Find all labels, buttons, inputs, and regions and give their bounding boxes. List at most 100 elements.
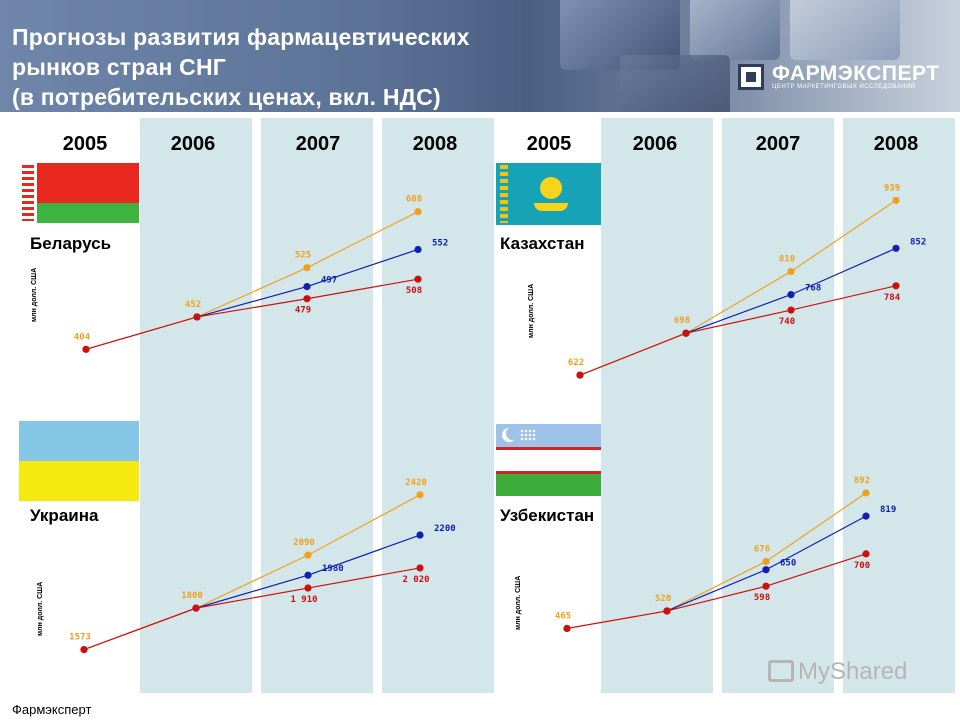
data-label-blue: 1980 [322,564,344,574]
data-point-blue [787,291,795,299]
series-line-red [579,285,897,376]
data-label-blue: 650 [780,559,796,569]
data-label-blue: 2200 [434,524,456,534]
data-point-red [576,371,584,379]
data-point-blue [304,571,312,579]
data-point-red [787,306,795,314]
year-header: 2006 [170,133,216,155]
country-chart: млн долл. США 622 698 810 939 768 852 740 784 [528,183,926,379]
data-point-red [862,550,870,558]
country-chart: млн долл. США 465 520 676 892 650 819 598 700 [515,476,896,633]
y-axis-label: млн долл. США [31,268,38,322]
slideshow-icon [768,660,794,682]
series-line-orange [566,492,867,630]
series-line-orange [83,494,421,651]
belarus-flag [19,163,139,223]
data-point-orange [787,267,795,276]
series-line-red [85,278,419,350]
data-point-red [663,607,671,615]
data-point-red [416,564,424,572]
data-label-red: 508 [406,286,422,296]
title-line-1: Прогнозы развития фармацевтических [12,24,470,50]
watermark: MyShared [768,658,907,686]
data-label-orange: 452 [185,300,201,310]
data-point-red [682,329,690,337]
data-label-blue: 497 [321,276,337,286]
header-banner: Прогнозы развития фармацевтических рынко… [0,0,960,112]
title-line-2: рынков стран СНГ [12,54,227,80]
year-header: 2005 [526,133,572,155]
data-point-orange [414,208,422,216]
data-label-blue: 768 [805,284,821,294]
data-point-blue [414,245,422,254]
data-label-blue: 852 [910,237,926,247]
data-label-red: 740 [779,317,795,327]
year-header: 2007 [755,133,801,155]
data-label-orange: 622 [568,358,584,368]
data-label-blue: 552 [432,238,448,248]
data-label-red: 1 910 [290,595,317,605]
data-label-orange: 404 [74,332,91,342]
column-stripe-2008-left [382,118,494,693]
year-header: 2006 [632,133,678,155]
data-label-orange: 698 [674,316,690,326]
data-point-orange [762,557,770,566]
year-header: 2005 [62,133,108,155]
data-label-red: 598 [754,593,770,603]
title-line-3: (в потребительских ценах, вкл. НДС) [12,84,441,110]
watermark-text: MyShared [798,658,908,685]
data-point-blue [762,566,770,574]
data-point-blue [303,282,311,291]
logo-subtitle: ЦЕНТР МАРКЕТИНГОВЫХ ИССЛЕДОВАНИЙ [772,84,916,90]
country-name: Украина [30,506,99,525]
header-decoration [690,0,780,60]
data-point-blue [892,244,900,252]
data-point-red [193,313,201,321]
data-point-orange [303,264,311,272]
farmexpert-logo: ФАРМЭКСПЕРТ ЦЕНТР МАРКЕТИНГОВЫХ ИССЛЕДОВ… [738,62,958,96]
series-line-red [83,567,421,651]
data-label-orange: 1800 [181,591,203,601]
data-point-orange [304,551,312,559]
ukraine-flag [19,421,139,501]
data-label-orange: 939 [884,183,900,193]
data-label-red: 2 020 [402,575,429,585]
y-axis-label: млн долл. США [515,576,522,630]
page-title: Прогнозы развития фармацевтических рынко… [12,22,470,112]
data-label-orange: 608 [406,195,422,205]
data-label-red: 784 [884,293,901,303]
column-stripe-2007-left [261,118,373,693]
source-label: Фармэксперт [12,702,92,717]
data-label-red: 700 [854,561,870,571]
data-label-orange: 465 [555,611,571,621]
data-point-red [762,582,770,590]
country-name: Казахстан [500,234,585,253]
country-name: Беларусь [30,234,112,253]
data-point-red [892,282,900,290]
logo-name: ФАРМЭКСПЕРТ [772,62,940,85]
data-label-orange: 520 [655,594,671,604]
uzbekistan-flag [496,424,601,496]
year-header: 2008 [873,133,919,155]
data-point-red [303,295,311,303]
country-name: Узбекистан [500,506,595,525]
data-label-orange: 1573 [69,633,91,643]
column-stripe-2008-right [843,118,955,693]
data-point-red [304,584,312,592]
data-point-orange [416,491,424,499]
year-header: 2007 [295,133,341,155]
series-line-orange [85,211,419,350]
data-point-orange [892,196,900,204]
y-axis-label: млн долл. США [528,284,535,338]
logo-mark-icon [738,64,764,90]
kazakhstan-flag [496,163,601,225]
country-chart: млн долл. США 404 452 525 608 497 552 479 508 [31,195,448,353]
series-line-orange [579,199,897,376]
data-label-orange: 525 [295,251,311,261]
data-point-red [80,646,88,654]
data-label-orange: 892 [854,476,870,486]
data-label-orange: 810 [779,254,795,264]
column-stripe-2007-right [722,118,834,693]
year-header: 2008 [412,133,458,155]
